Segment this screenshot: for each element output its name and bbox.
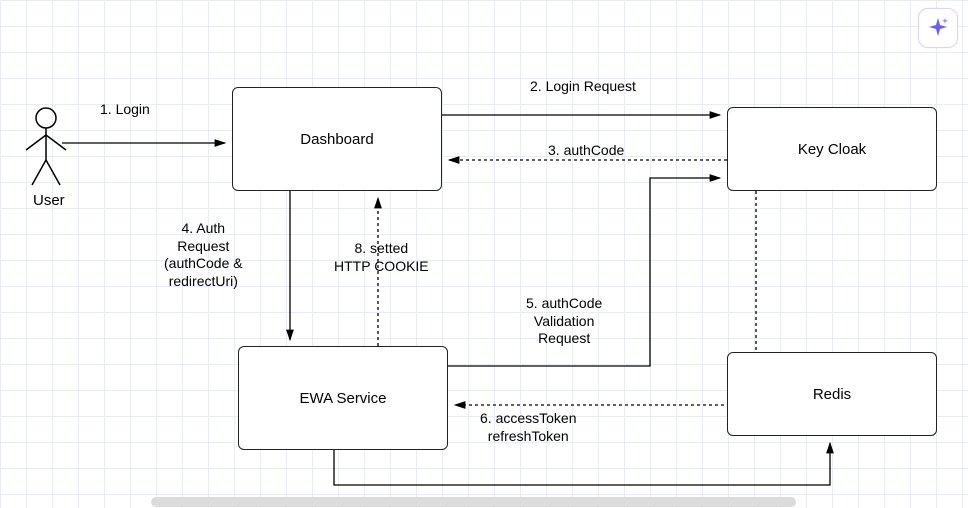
node-label: Dashboard — [300, 131, 373, 148]
node-keycloak[interactable]: Key Cloak — [727, 107, 937, 191]
diagram-canvas: Dashboard Key Cloak EWA Service Redis Us… — [0, 0, 968, 508]
horizontal-scrollbar[interactable] — [151, 497, 796, 507]
node-dashboard[interactable]: Dashboard — [232, 87, 442, 191]
node-label: Redis — [813, 386, 851, 403]
actor-user-label: User — [33, 192, 65, 209]
user-actor-icon — [26, 108, 66, 185]
node-label: EWA Service — [300, 390, 387, 407]
node-redis[interactable]: Redis — [727, 352, 937, 436]
node-label: Key Cloak — [798, 141, 866, 158]
node-ewa-service[interactable]: EWA Service — [238, 346, 448, 450]
